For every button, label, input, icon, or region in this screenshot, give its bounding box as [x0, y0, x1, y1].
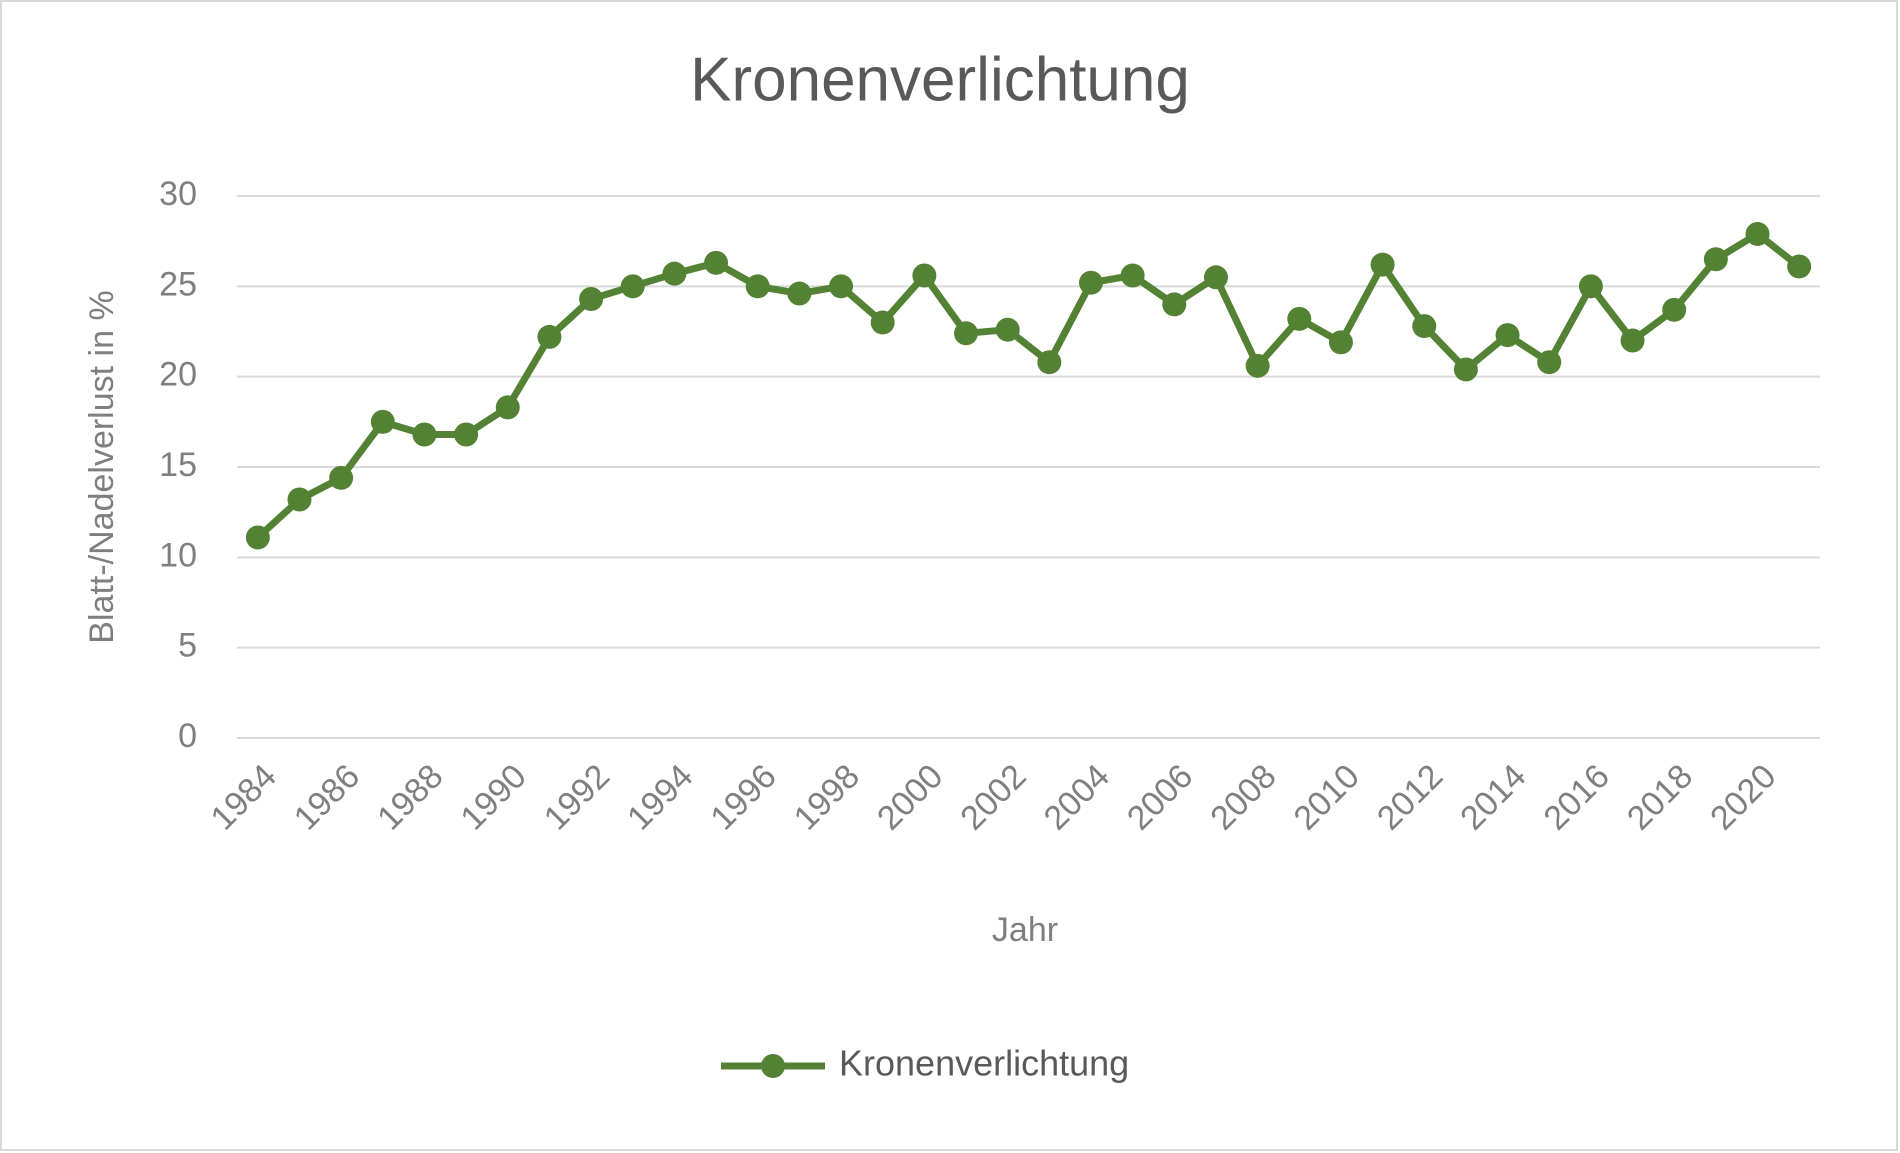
data-point [954, 321, 979, 346]
y-tick-label: 5 [178, 627, 197, 665]
data-point [745, 274, 770, 299]
y-tick-label: 15 [159, 446, 197, 484]
data-point [287, 487, 312, 512]
legend-marker [761, 1054, 785, 1078]
data-point [1787, 254, 1812, 279]
data-point [1037, 350, 1062, 375]
data-point [1578, 274, 1603, 299]
data-point [495, 395, 520, 420]
data-point [1203, 265, 1228, 290]
data-point [995, 317, 1020, 342]
data-point [579, 286, 604, 311]
data-point [329, 465, 354, 490]
data-point [537, 324, 562, 349]
y-tick-label: 10 [159, 536, 197, 574]
data-point [1620, 328, 1645, 353]
data-point [1662, 297, 1687, 322]
data-point [1328, 330, 1353, 355]
data-point [787, 281, 812, 306]
data-point [245, 525, 270, 550]
data-point [370, 409, 395, 434]
y-tick-label: 20 [159, 356, 197, 394]
data-point [1162, 292, 1187, 317]
y-tick-label: 25 [159, 265, 197, 303]
data-point [1537, 350, 1562, 375]
data-point [454, 422, 479, 447]
data-point [870, 310, 895, 335]
data-point [1370, 252, 1395, 277]
data-point [704, 250, 729, 275]
x-axis-title: Jahr [992, 911, 1058, 949]
data-point [662, 261, 687, 286]
data-point [1120, 263, 1145, 288]
y-tick-label: 0 [178, 717, 197, 755]
data-point [412, 422, 437, 447]
legend-label: Kronenverlichtung [839, 1043, 1129, 1084]
data-point [1703, 247, 1728, 272]
data-point [1745, 221, 1770, 246]
data-point [1287, 306, 1312, 331]
data-point [1412, 314, 1437, 339]
data-point [1453, 357, 1478, 382]
data-point [829, 274, 854, 299]
data-point [1495, 323, 1520, 348]
y-axis-title: Blatt-/Nadelverlust in % [83, 290, 121, 643]
data-point [912, 263, 937, 288]
y-tick-label: 30 [159, 175, 197, 213]
chart-title: Kronenverlichtung [690, 45, 1190, 114]
data-point [1245, 353, 1270, 378]
data-point [1078, 270, 1103, 295]
data-point [620, 274, 645, 299]
